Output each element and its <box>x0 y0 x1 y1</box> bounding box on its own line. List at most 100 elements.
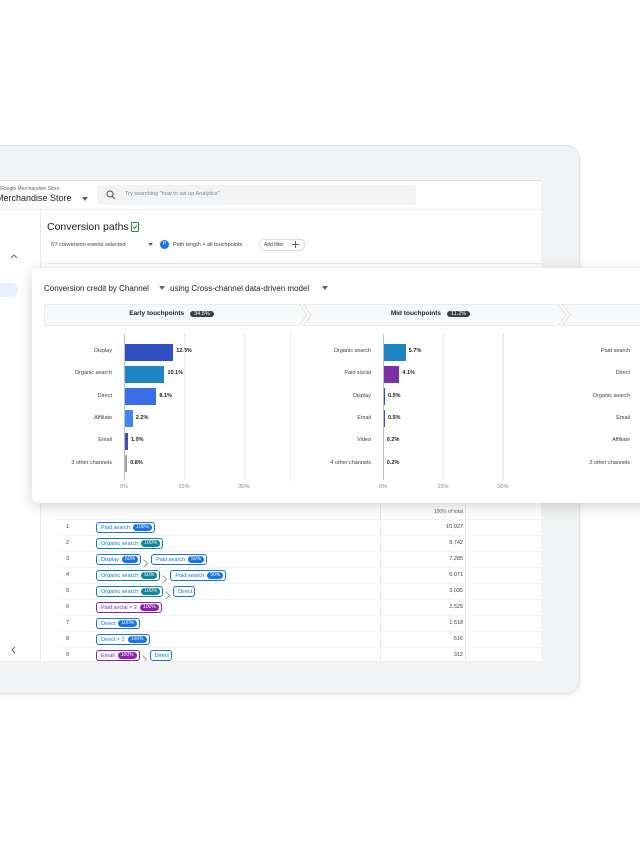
value-label: 2.2% <box>135 414 149 421</box>
path-arrow <box>141 651 147 661</box>
category-label: Organic search <box>333 348 371 354</box>
stage-header: Mid touchpoints 11.2% <box>303 310 558 317</box>
category-label: Email <box>357 414 371 421</box>
bar <box>124 410 133 428</box>
chip-label: Organic search <box>101 540 139 547</box>
card-title[interactable]: Conversion credit by Channel <box>44 284 149 293</box>
path-chip: Paid search 50% <box>151 554 208 565</box>
grid-line <box>383 334 384 480</box>
model-selector[interactable]: using Cross-channel data-driven model <box>170 284 310 293</box>
value-label: 0.2% <box>386 437 400 444</box>
value-label: 0.2% <box>386 459 400 466</box>
search-box[interactable] <box>97 185 416 205</box>
x-tick-label: 15% <box>437 484 449 490</box>
value-label: 10.1% <box>167 370 183 377</box>
grid-line <box>244 334 245 480</box>
x-tick-label: 15% <box>178 484 190 490</box>
row-divider <box>57 631 541 632</box>
row-divider <box>57 567 541 568</box>
path-chip: Paid social × 2 100% <box>96 602 162 613</box>
x-tick-label: 0% <box>379 484 387 490</box>
row-number: 3 <box>66 556 70 562</box>
top-bar <box>0 181 541 210</box>
path-chips: Direct × 2 100% <box>96 634 152 645</box>
column-divider <box>380 501 381 661</box>
search-icon <box>106 190 116 200</box>
chip-share: 50% <box>141 572 158 579</box>
dropdown-icon <box>148 243 153 246</box>
value-label: 0.5% <box>388 414 401 421</box>
row-divider <box>57 535 541 536</box>
row-divider <box>57 615 541 616</box>
row-number: 9 <box>66 652 70 658</box>
category-label: Organic search <box>592 392 630 399</box>
row-divider <box>57 647 541 648</box>
bar <box>124 365 165 383</box>
add-filter-button[interactable] <box>259 239 305 251</box>
category-label: Display <box>352 392 371 399</box>
panel-divider <box>290 332 291 482</box>
grid-line <box>184 334 185 480</box>
chip-label: Organic search <box>101 572 139 579</box>
path-chip: Organic search 100% <box>96 538 164 549</box>
path-chip: Direct 100% <box>96 618 141 629</box>
conversions: 3,035 <box>449 588 463 594</box>
path-chips: Organic search 100% Direct <box>96 586 197 600</box>
collapse-icon[interactable] <box>10 253 18 259</box>
row-divider <box>57 583 541 584</box>
path-chips: Organic search 50% Paid search 50% <box>96 570 228 584</box>
chip-share: 100% <box>117 652 137 659</box>
category-label: 4 other channels <box>330 459 371 466</box>
property-name[interactable]: Merchandise Store <box>0 193 72 203</box>
search-placeholder: Try searching "how to set up Analytics" <box>125 191 220 197</box>
category-label: 3 other channels <box>71 459 112 466</box>
grid-line <box>503 334 504 480</box>
chip-label: Paid search <box>175 572 205 579</box>
panel-divider <box>502 332 503 482</box>
conversions: 516 <box>453 636 463 642</box>
path-arrow <box>143 555 149 568</box>
events-selector[interactable]: 7/7 conversion events selected <box>50 242 126 248</box>
x-tick-label: 0% <box>120 484 128 490</box>
sidebar-selected <box>0 283 18 297</box>
value-label: 8.1% <box>159 392 172 399</box>
chip-share: 50% <box>207 572 224 579</box>
chip-label: Paid search <box>156 556 186 563</box>
plus-icon <box>292 241 299 248</box>
chip-share: 100% <box>139 604 159 611</box>
column-header: 100% of total <box>433 509 463 515</box>
stage-share: 34.5% <box>190 311 214 317</box>
conversions: 7,285 <box>449 556 463 562</box>
path-chips: Email 100% Direct <box>96 650 174 661</box>
conversions: 10,927 <box>446 524 463 530</box>
chip-label: Direct <box>154 652 169 659</box>
conversions: 312 <box>453 652 463 658</box>
path-chip: Direct <box>173 586 196 597</box>
bar <box>383 365 400 383</box>
category-label: Email <box>98 437 112 444</box>
conversions: 8,742 <box>449 540 463 546</box>
filter-label[interactable]: Path length + all touchpoints <box>173 242 243 248</box>
stage-name: Mid touchpoints <box>390 310 441 317</box>
stage-share: 11.2% <box>447 311 471 317</box>
category-label: Email <box>616 414 630 421</box>
value-label: 0.8% <box>130 459 143 466</box>
chip-share: 100% <box>141 540 161 547</box>
chip-label: Paid social × 2 <box>101 604 137 611</box>
path-chips: Organic search 100% <box>96 538 165 549</box>
category-label: Paid search <box>600 348 630 354</box>
value-label: 5.7% <box>408 348 422 354</box>
category-label: Organic search <box>74 370 112 377</box>
conversions: 1,518 <box>449 620 463 626</box>
conversions: 2,525 <box>449 604 463 610</box>
path-chip: Paid search 100% <box>96 522 155 533</box>
chip-label: Display <box>101 556 120 563</box>
x-tick-label: 30% <box>497 484 509 490</box>
row-number: 2 <box>66 540 70 546</box>
back-icon[interactable] <box>10 646 16 654</box>
row-number: 1 <box>66 524 70 530</box>
chip-label: Email <box>101 652 115 659</box>
dropdown-icon <box>159 286 165 290</box>
table-area <box>47 263 541 661</box>
